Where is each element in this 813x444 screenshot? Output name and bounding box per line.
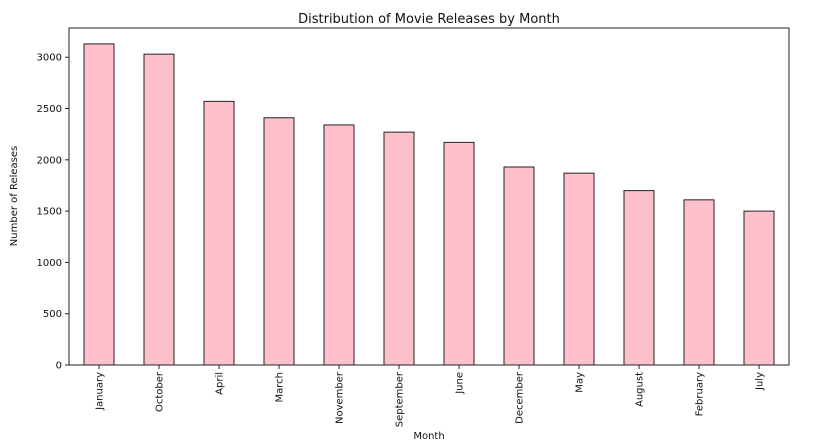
- x-tick-label-march: March: [275, 372, 286, 402]
- plot-frame: [68, 27, 790, 366]
- y-tick-label: 2500: [37, 104, 62, 115]
- x-tick-label-april: April: [215, 372, 226, 395]
- bar-august: [623, 190, 655, 366]
- x-tick-label-october: October: [155, 371, 166, 412]
- x-tick-label-january: January: [95, 372, 106, 411]
- bar-november: [323, 124, 355, 366]
- x-tick-label-february: February: [695, 372, 706, 416]
- x-tick-label-may: May: [575, 372, 586, 393]
- bars: [83, 43, 775, 366]
- y-axis: 0 500 1000 1500 2000 2500 3000: [37, 53, 69, 372]
- bar-october: [143, 53, 175, 366]
- y-tick-label: 1500: [37, 207, 62, 218]
- x-tick-label-september: September: [395, 371, 406, 427]
- bar-march: [263, 117, 295, 366]
- bar-december: [503, 166, 535, 366]
- y-tick-label: 3000: [37, 53, 62, 64]
- y-tick-label: 500: [43, 309, 62, 320]
- bar-may: [563, 172, 595, 366]
- bar-september: [383, 131, 415, 366]
- y-tick-label: 2000: [37, 155, 62, 166]
- y-tick-label: 1000: [37, 258, 62, 269]
- x-axis-label: Month: [413, 431, 444, 442]
- x-tick-label-november: November: [335, 371, 346, 424]
- x-axis: January October April March November Septembe…: [95, 365, 766, 427]
- y-tick-label: 0: [56, 361, 62, 372]
- bar-february: [683, 199, 715, 366]
- y-axis-label: Number of Releases: [9, 146, 20, 246]
- bar-april: [203, 100, 235, 366]
- x-tick-label-july: July: [755, 372, 766, 391]
- bar-june: [443, 141, 475, 366]
- x-tick-label-december: December: [515, 371, 526, 424]
- x-tick-label-june: June: [455, 372, 466, 395]
- bar-january: [83, 43, 115, 366]
- bar-july: [743, 210, 775, 366]
- chart-title: Distribution of Movie Releases by Month: [298, 12, 560, 27]
- x-tick-label-august: August: [635, 372, 646, 407]
